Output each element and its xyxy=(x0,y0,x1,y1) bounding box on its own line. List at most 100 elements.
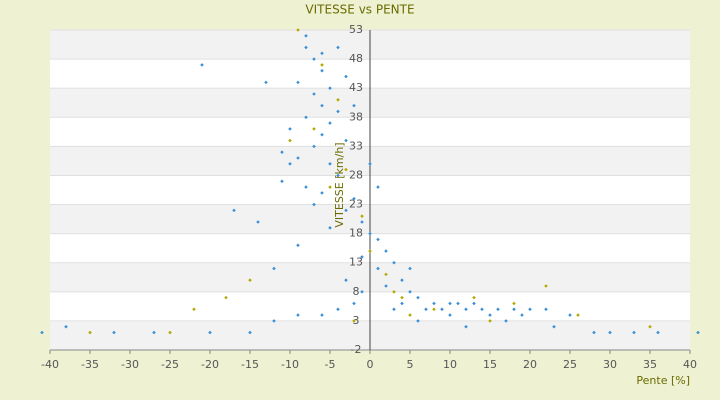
point xyxy=(320,191,324,195)
point xyxy=(248,330,252,335)
point xyxy=(344,278,348,282)
x-tick-label: 40 xyxy=(683,358,697,371)
point xyxy=(312,92,316,96)
x-axis-title: Pente [%] xyxy=(636,374,690,387)
y-axis-title: VITESSE [km/h] xyxy=(333,142,346,227)
point xyxy=(384,249,388,253)
point xyxy=(344,167,348,172)
point xyxy=(352,103,356,108)
point xyxy=(408,313,412,317)
point xyxy=(344,208,348,213)
point xyxy=(488,319,492,323)
point xyxy=(296,156,300,160)
x-tick-label: -20 xyxy=(201,358,219,371)
y-tick-label: 8 xyxy=(353,285,360,298)
point xyxy=(336,109,340,114)
point xyxy=(408,290,412,294)
chart-title: VITESSE vs PENTE xyxy=(305,3,414,17)
point xyxy=(456,301,460,306)
point xyxy=(432,307,436,312)
point xyxy=(408,266,412,271)
point xyxy=(368,162,372,166)
point xyxy=(392,307,396,312)
x-tick-label: 15 xyxy=(483,358,497,371)
point xyxy=(544,307,548,312)
point xyxy=(304,34,308,38)
point xyxy=(320,103,324,108)
point xyxy=(168,330,172,335)
point xyxy=(464,307,468,312)
point xyxy=(272,319,276,323)
point xyxy=(208,330,212,335)
x-tick-label: 25 xyxy=(563,358,577,371)
point xyxy=(296,243,300,248)
point xyxy=(200,63,204,67)
x-tick-label: 0 xyxy=(367,358,374,371)
point xyxy=(232,208,236,213)
point xyxy=(656,330,660,335)
point xyxy=(224,295,228,300)
point xyxy=(360,214,364,218)
point xyxy=(432,301,436,306)
point xyxy=(448,301,452,306)
x-tick-label: -5 xyxy=(325,358,336,371)
point xyxy=(344,138,348,143)
point xyxy=(376,237,380,242)
point xyxy=(480,307,484,312)
point xyxy=(424,307,428,312)
point xyxy=(568,313,572,317)
point xyxy=(264,80,268,85)
point xyxy=(272,266,276,271)
point xyxy=(416,319,420,323)
x-tick-label: -15 xyxy=(241,358,259,371)
x-tick-label: -40 xyxy=(41,358,59,371)
point xyxy=(464,324,468,329)
point xyxy=(368,249,372,253)
point xyxy=(328,162,332,166)
point xyxy=(312,202,316,207)
point xyxy=(112,330,116,335)
point xyxy=(472,301,476,306)
x-tick-label: 35 xyxy=(643,358,657,371)
point xyxy=(520,313,524,317)
x-tick-label: -35 xyxy=(81,358,99,371)
point xyxy=(552,324,556,329)
y-tick-label: 3 xyxy=(353,314,360,327)
point xyxy=(448,313,452,317)
point xyxy=(296,80,300,85)
x-tick-label: -30 xyxy=(121,358,139,371)
point xyxy=(328,121,332,125)
point xyxy=(336,307,340,312)
point xyxy=(328,226,332,230)
point xyxy=(512,307,516,312)
x-tick-label: 30 xyxy=(603,358,617,371)
point xyxy=(352,319,356,323)
point xyxy=(312,127,316,131)
point xyxy=(440,307,444,312)
point xyxy=(488,313,492,317)
point xyxy=(328,185,332,189)
point xyxy=(544,284,548,288)
point xyxy=(384,272,388,277)
y-tick-label: 13 xyxy=(349,256,363,269)
point xyxy=(304,45,308,50)
point xyxy=(472,295,476,300)
point xyxy=(352,196,356,201)
point xyxy=(512,301,516,306)
point xyxy=(288,127,292,131)
point xyxy=(496,307,500,312)
point xyxy=(280,150,284,154)
point xyxy=(336,45,340,50)
point xyxy=(192,307,196,312)
y-tick-label: 43 xyxy=(349,81,363,94)
point xyxy=(384,284,388,288)
point xyxy=(320,68,324,73)
point xyxy=(296,28,300,32)
point xyxy=(320,63,324,67)
point xyxy=(256,220,260,224)
point xyxy=(328,86,332,90)
point xyxy=(88,330,92,335)
point xyxy=(288,138,292,143)
point xyxy=(344,74,348,79)
